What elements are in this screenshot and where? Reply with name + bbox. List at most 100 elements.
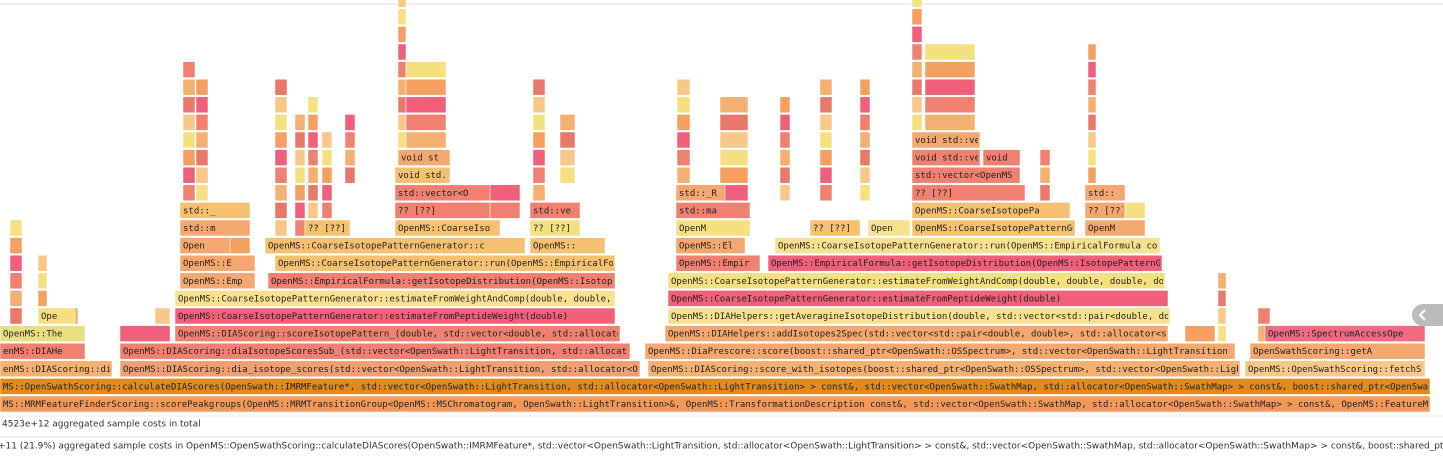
frame[interactable]	[321, 184, 333, 202]
frame[interactable]	[532, 114, 546, 131]
frame-label[interactable]: OpenMS::DIAScoring::score_with_isotopes(…	[651, 365, 1247, 375]
frame[interactable]	[1039, 166, 1051, 184]
frame[interactable]	[911, 202, 1071, 219]
frame[interactable]	[0, 378, 1431, 395]
frame[interactable]	[9, 219, 23, 237]
frame[interactable]	[1184, 325, 1216, 342]
frame[interactable]	[274, 131, 288, 149]
frame[interactable]	[779, 96, 791, 114]
frame[interactable]	[9, 272, 23, 290]
frame[interactable]	[307, 184, 319, 202]
frame[interactable]	[819, 131, 833, 149]
frame[interactable]	[779, 166, 791, 184]
frame[interactable]	[819, 149, 833, 166]
frame-label[interactable]: OpenMS::EmpiricalFormula::getIsotopeDist…	[771, 259, 1167, 269]
frame[interactable]	[307, 131, 319, 149]
frame[interactable]	[911, 61, 923, 78]
frame[interactable]	[294, 184, 306, 202]
frame[interactable]	[294, 219, 306, 237]
frame[interactable]	[179, 237, 231, 254]
frame-label[interactable]: OpenMS::DIAHelpers::getAveragineIsotopeD…	[671, 312, 1175, 322]
frame[interactable]	[179, 272, 256, 290]
frame[interactable]	[859, 131, 871, 149]
frame[interactable]	[344, 166, 356, 184]
frame-label[interactable]: ?? [??]	[308, 224, 346, 234]
frame[interactable]	[397, 149, 451, 166]
frame[interactable]	[719, 96, 749, 114]
frame[interactable]	[405, 61, 447, 78]
frame[interactable]	[529, 202, 581, 219]
frame[interactable]	[859, 78, 871, 96]
frame[interactable]	[294, 166, 306, 184]
frame[interactable]	[179, 254, 256, 272]
frame[interactable]	[719, 166, 749, 184]
frame[interactable]	[119, 360, 641, 378]
frame-label[interactable]: OpenMS::DIAScoring::dia_isotope_scores(s…	[123, 365, 649, 375]
frame[interactable]	[229, 237, 251, 254]
frame-label[interactable]: OpenMS::SpectrumAccessOpe	[1268, 330, 1403, 340]
frame-label[interactable]: OpenMS::CoarseIsotopePa	[915, 206, 1040, 216]
frame[interactable]	[397, 96, 407, 114]
frame[interactable]	[911, 219, 1076, 237]
frame[interactable]	[195, 96, 209, 114]
frame[interactable]	[867, 219, 911, 237]
frame[interactable]	[294, 149, 306, 166]
frame-label[interactable]: OpenSwathScoring::getA	[1253, 347, 1373, 357]
frame[interactable]	[1249, 342, 1426, 360]
frame[interactable]	[195, 78, 209, 96]
frame[interactable]	[1217, 307, 1227, 325]
frame[interactable]	[532, 96, 546, 114]
frame[interactable]	[1217, 290, 1227, 307]
frame[interactable]	[179, 202, 251, 219]
frame[interactable]	[676, 96, 691, 114]
frame[interactable]	[274, 219, 288, 237]
frame[interactable]	[911, 166, 1021, 184]
frame[interactable]	[307, 96, 319, 114]
frame[interactable]	[779, 131, 791, 149]
frame-label[interactable]: ?? [??]	[1088, 206, 1126, 216]
frame[interactable]	[195, 184, 209, 202]
frame-label[interactable]: OpenMS::CoarseIsotopePatternGenerator::e…	[671, 294, 1061, 304]
frame-label[interactable]: ?? [??]	[533, 224, 571, 234]
frame[interactable]	[644, 342, 1236, 360]
frame[interactable]	[532, 78, 546, 96]
frame[interactable]	[675, 254, 761, 272]
frame-label[interactable]: OpenMS::DIAScoring::scoreIsotopePattern_…	[178, 330, 622, 340]
frame[interactable]	[819, 78, 833, 96]
frame[interactable]	[321, 149, 333, 166]
frame[interactable]	[1124, 202, 1146, 219]
frame-label[interactable]: std::	[1088, 189, 1115, 199]
frame[interactable]	[1087, 114, 1097, 131]
frame-label[interactable]: OpenMS::CoarseIsotopePatternGenerator::r…	[278, 259, 614, 269]
frame[interactable]	[559, 166, 576, 184]
frame[interactable]	[667, 272, 1166, 290]
frame[interactable]	[405, 78, 447, 96]
frame[interactable]	[1084, 219, 1146, 237]
frame[interactable]	[274, 96, 288, 114]
frame-label[interactable]: MS::MRMFeatureFinderScoring::scorePeakgr…	[3, 400, 1443, 410]
frame[interactable]	[1087, 149, 1097, 166]
frame[interactable]	[675, 184, 726, 202]
frame[interactable]	[489, 202, 521, 219]
frame[interactable]	[294, 131, 306, 149]
frame[interactable]	[274, 149, 288, 166]
frame-label[interactable]: ?? [??]	[398, 206, 436, 216]
frame[interactable]	[532, 184, 546, 202]
frame[interactable]	[819, 166, 833, 184]
frame[interactable]	[307, 202, 319, 219]
frame[interactable]	[0, 342, 86, 360]
frame-label[interactable]: OpenMS::Emp	[183, 277, 243, 287]
scroll-button[interactable]	[1412, 304, 1443, 326]
frame[interactable]	[667, 290, 1169, 307]
frame[interactable]	[182, 78, 196, 96]
frame[interactable]	[819, 96, 833, 114]
frame[interactable]	[911, 96, 923, 114]
frame[interactable]	[405, 96, 447, 114]
frame-label[interactable]: Open	[871, 224, 893, 234]
frame[interactable]	[529, 237, 606, 254]
frame[interactable]	[819, 184, 833, 202]
frame[interactable]	[911, 149, 981, 166]
frame[interactable]	[924, 78, 976, 96]
frame-label[interactable]: OpenMS::CoarseIsotopePatternGenerator::e…	[178, 294, 622, 304]
frame[interactable]	[859, 184, 871, 202]
